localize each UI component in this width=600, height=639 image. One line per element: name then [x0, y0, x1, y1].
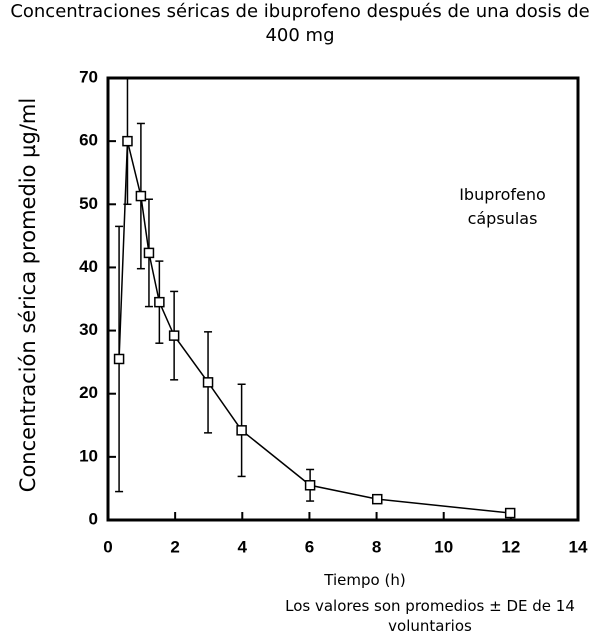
- x-tick-label: 8: [372, 537, 381, 556]
- x-tick-label: 2: [170, 537, 179, 556]
- y-tick-label: 70: [79, 67, 98, 86]
- y-tick-label: 20: [79, 383, 98, 402]
- y-tick-label: 0: [89, 509, 98, 528]
- marker: [504, 507, 516, 519]
- y-tick-label: 30: [79, 320, 98, 339]
- note: Los valores son promedios ± DE de 14 vol…: [285, 597, 575, 635]
- y-tick-label: 60: [79, 131, 98, 150]
- x-tick-label: 4: [238, 537, 248, 556]
- marker: [168, 330, 180, 341]
- x-tick-label: 6: [305, 537, 314, 556]
- y-tick-label: 50: [79, 194, 98, 213]
- annotation: Ibuprofeno cápsulas: [459, 185, 546, 228]
- chart-title: Concentraciones séricas de ibuprofeno de…: [10, 1, 590, 46]
- x-tick-label: 10: [434, 537, 453, 556]
- x-tick-label: 0: [103, 537, 112, 556]
- marker: [154, 296, 165, 308]
- y-axis-label: Concentración sérica promedio µg/ml: [16, 97, 40, 493]
- marker: [236, 425, 247, 436]
- marker: [122, 135, 133, 147]
- marker: [202, 377, 214, 388]
- marker: [113, 353, 125, 365]
- y-tick-label: 40: [79, 257, 98, 276]
- plot-frame: [106, 76, 580, 522]
- marker: [135, 190, 147, 202]
- x-tick-label: 12: [501, 537, 520, 556]
- marker: [371, 493, 383, 505]
- x-tick-label: 14: [569, 537, 588, 556]
- marker: [304, 480, 316, 491]
- marker: [143, 247, 155, 259]
- x-axis-label: Tiempo (h): [324, 571, 406, 589]
- y-tick-label: 10: [79, 446, 98, 465]
